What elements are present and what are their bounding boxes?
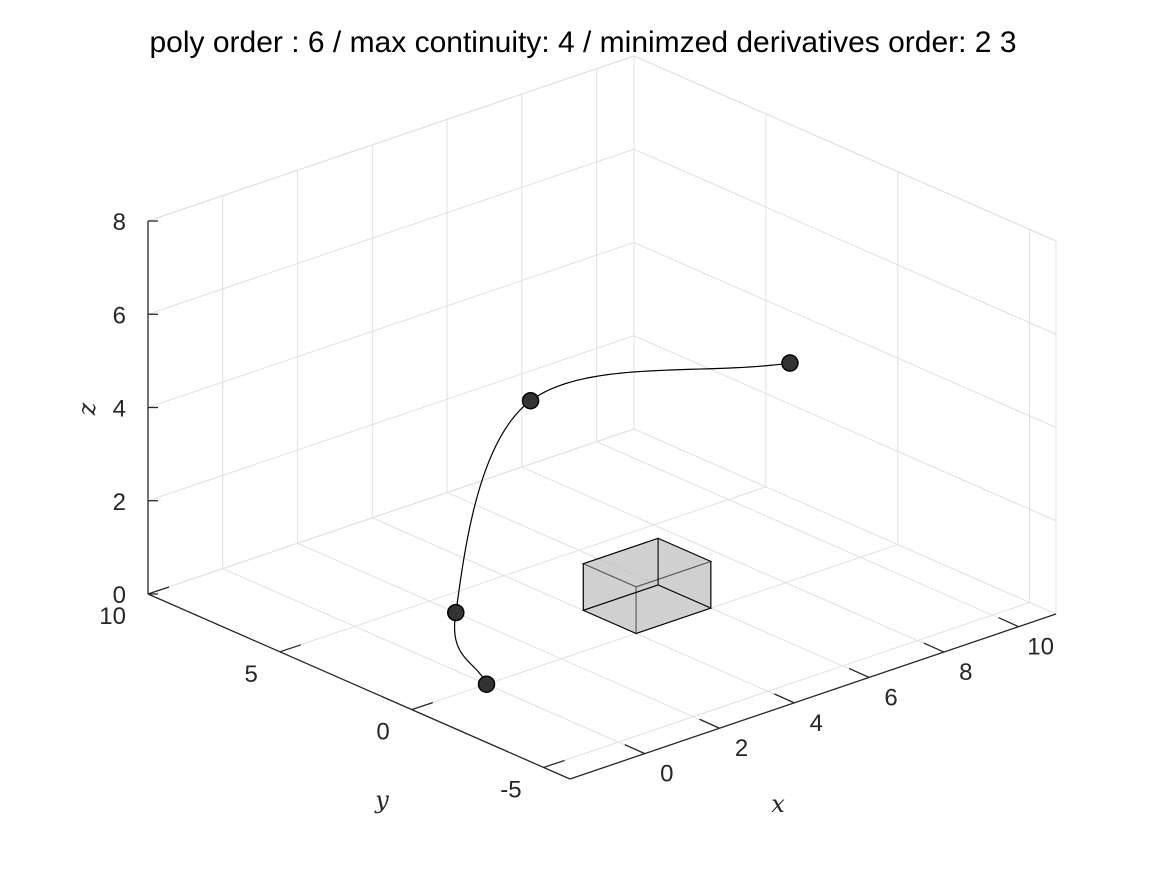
x-tick-mark xyxy=(998,617,1019,628)
z-tick-label: 4 xyxy=(113,396,126,423)
waypoint-marker xyxy=(447,603,465,622)
gridline-z-sidewall xyxy=(633,428,1057,615)
gridline-x-floor xyxy=(297,542,720,729)
waypoint-marker xyxy=(781,354,799,372)
gridline-y-floor xyxy=(543,601,1030,768)
x-tick-mark xyxy=(848,667,870,679)
y-tick-label: 10 xyxy=(99,603,126,630)
x-tick-label: 0 xyxy=(660,761,673,788)
y-tick-mark xyxy=(411,702,433,711)
x-tick-label: 10 xyxy=(1027,634,1054,661)
x-tick-label: 8 xyxy=(959,659,972,686)
z-tick-label: 6 xyxy=(113,302,126,329)
z-tick-label: 0 xyxy=(113,582,126,609)
x-axis-label: x xyxy=(771,790,785,818)
y-tick-label: 5 xyxy=(245,661,258,688)
obstacle-face xyxy=(581,584,713,635)
z-tick-label: 2 xyxy=(113,489,126,516)
y-axis-label: y xyxy=(374,786,389,814)
x-tick-mark xyxy=(624,744,646,755)
waypoint-marker xyxy=(521,391,540,410)
gridline-z-backwall xyxy=(147,242,635,408)
x-tick-label: 4 xyxy=(810,710,823,737)
y-tick-label: 0 xyxy=(376,719,389,746)
trajectory-line xyxy=(453,362,791,685)
gridline-x-floor xyxy=(596,441,1019,628)
box-edge xyxy=(633,55,1057,242)
grid-lines xyxy=(147,55,1057,768)
x-tick-label: 6 xyxy=(884,684,897,711)
obstacle-box xyxy=(581,537,713,635)
x-tick-mark xyxy=(699,718,720,729)
z-tick-label: 8 xyxy=(113,209,126,236)
axes xyxy=(147,220,1057,780)
waypoint-marker xyxy=(477,675,496,693)
x-tick-mark xyxy=(923,642,945,653)
gridline-z-backwall xyxy=(147,335,635,502)
gridline-z-backwall xyxy=(147,428,635,595)
gridline-y-floor xyxy=(279,486,767,653)
y-tick-label: -5 xyxy=(500,776,521,803)
gridline-z-backwall xyxy=(147,148,635,315)
gridline-x-floor xyxy=(222,568,645,755)
x-tick-mark xyxy=(774,693,795,704)
y-tick-mark xyxy=(279,644,302,653)
gridline-z-sidewall xyxy=(633,335,1057,522)
chart-title: poly order : 6 / max continuity: 4 / min… xyxy=(149,26,1016,59)
box-edge xyxy=(147,55,635,222)
waypoints xyxy=(447,354,799,693)
y-tick-mark xyxy=(147,586,170,595)
x-tick-label: 2 xyxy=(735,735,748,762)
y-axis-line xyxy=(147,593,571,780)
y-tick-mark xyxy=(543,759,565,769)
gridline-z-sidewall xyxy=(633,148,1057,335)
z-axis-label: z xyxy=(73,402,101,416)
trajectory xyxy=(453,362,791,685)
gridline-z-sidewall xyxy=(633,242,1057,428)
x-axis-line xyxy=(569,613,1057,780)
gridline-x-floor xyxy=(521,466,945,653)
